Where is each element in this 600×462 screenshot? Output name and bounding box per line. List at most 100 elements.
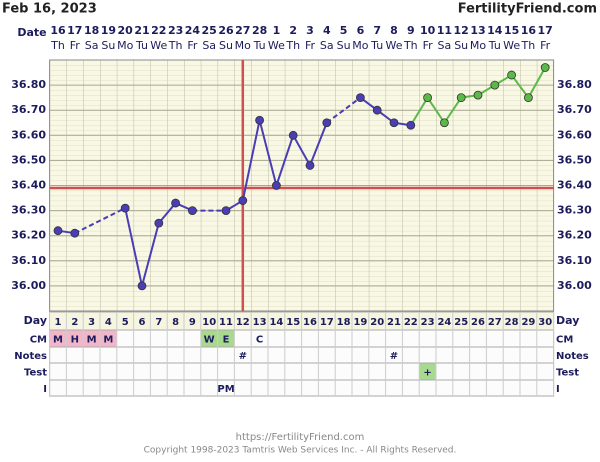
cell-text: +: [423, 368, 431, 379]
y-tick-label: 36.10: [11, 254, 46, 267]
data-point: [288, 130, 298, 140]
data-point: [137, 281, 147, 291]
date-label: 4: [323, 24, 331, 37]
cell-text: H: [71, 335, 79, 346]
y-tick-label-right: 36.50: [557, 153, 592, 166]
data-point: [271, 181, 281, 190]
weekday-label: We: [150, 39, 167, 52]
data-point: [524, 93, 533, 103]
weekday-label: Mo: [352, 39, 368, 52]
day-number: 4: [105, 317, 112, 328]
data-point: [540, 63, 550, 72]
data-point: [154, 218, 164, 228]
weekday-label: Th: [521, 39, 536, 52]
day-number: 2: [71, 317, 78, 328]
line-segment: [510, 74, 530, 99]
date-label: 23: [168, 24, 183, 37]
data-point: [171, 198, 181, 208]
day-number: 11: [219, 317, 233, 328]
day-number: 5: [122, 317, 129, 328]
y-tick-label-right: 36.30: [557, 204, 592, 217]
row-label: I: [43, 384, 47, 395]
data-point: [423, 93, 433, 103]
date-label: 28: [252, 24, 267, 37]
weekday-label: We: [503, 39, 520, 52]
cell-text-bg: [83, 330, 100, 347]
data-point: [53, 226, 63, 236]
y-tick-label-right: 36.80: [557, 78, 592, 91]
date-label: 20: [118, 24, 134, 37]
row-label-right: Day: [556, 314, 579, 327]
day-number: 19: [353, 317, 367, 328]
weekday-label: Th: [50, 39, 65, 52]
cell-text-bg: [49, 330, 67, 347]
date-label: 16: [50, 24, 66, 37]
data-point: [456, 93, 466, 103]
y-tick-label: 36.50: [11, 153, 46, 166]
day-number: 29: [521, 317, 535, 328]
weekday-label: Fr: [70, 39, 81, 52]
weekday-label: Fr: [540, 39, 551, 52]
date-label: 5: [340, 24, 348, 37]
line-segment: [141, 222, 160, 287]
row-label-right: CM: [556, 335, 573, 346]
day-number: 18: [337, 317, 351, 328]
y-tick-label-right: 36.70: [557, 103, 592, 116]
y-tick-label: 36.60: [11, 128, 46, 141]
day-number: 22: [404, 317, 418, 328]
day-number: 1: [55, 317, 62, 328]
row-label: Day: [24, 314, 47, 327]
cell-text-bg: [419, 363, 436, 380]
data-point: [305, 161, 315, 170]
day-number: 25: [454, 317, 468, 328]
cell-text: C: [256, 335, 263, 346]
y-tick-label: 36.30: [11, 204, 46, 217]
date-label: 19: [101, 24, 116, 37]
date-label: Date: [17, 26, 46, 39]
date-label: 10: [420, 24, 436, 37]
data-point: [372, 105, 382, 115]
date-label: 21: [134, 24, 149, 37]
weekday-label: Fr: [305, 39, 316, 52]
cell-text-bg: [200, 330, 218, 347]
date-label: 11: [437, 24, 452, 37]
data-point: [120, 203, 130, 213]
weekday-label: Sa: [438, 39, 452, 52]
header-date: Feb 16, 2023: [2, 2, 97, 17]
day-number: 21: [387, 317, 401, 328]
weekday-label: Th: [168, 39, 183, 52]
weekday-label: Tu: [135, 39, 148, 52]
date-label: 26: [218, 24, 234, 37]
day-number: 13: [253, 317, 267, 328]
date-label: 3: [306, 24, 314, 37]
line-segment: [74, 207, 126, 235]
footer-copyright: Copyright 1998-2023 Tamtris Web Services…: [144, 446, 457, 456]
data-point: [355, 93, 365, 103]
date-label: 7: [373, 24, 381, 37]
day-number: 23: [421, 317, 435, 328]
data-point: [70, 228, 80, 238]
weekday-label: Tu: [488, 39, 501, 52]
date-label: 12: [454, 24, 469, 37]
day-number: 3: [88, 317, 95, 328]
date-label: 27: [235, 24, 250, 37]
y-tick-label-right: 36.20: [557, 229, 592, 242]
cell-text: #: [239, 351, 247, 362]
weekday-label: Tu: [253, 39, 266, 52]
line-segment: [241, 120, 261, 201]
day-number: 14: [269, 317, 283, 328]
weekday-label: Su: [454, 39, 468, 52]
day-number: 12: [236, 317, 250, 328]
day-number: 30: [538, 317, 552, 328]
data-point: [507, 70, 517, 80]
cell-text-bg: [66, 330, 84, 347]
line-segment: [426, 97, 446, 124]
header-site: FertilityFriend.com: [458, 2, 597, 17]
weekday-label: Sa: [202, 39, 216, 52]
row-label-right: I: [556, 384, 560, 395]
row-label-right: Notes: [556, 351, 589, 362]
date-label: 2: [289, 24, 297, 37]
weekday-label: We: [268, 39, 285, 52]
data-point: [389, 118, 399, 128]
